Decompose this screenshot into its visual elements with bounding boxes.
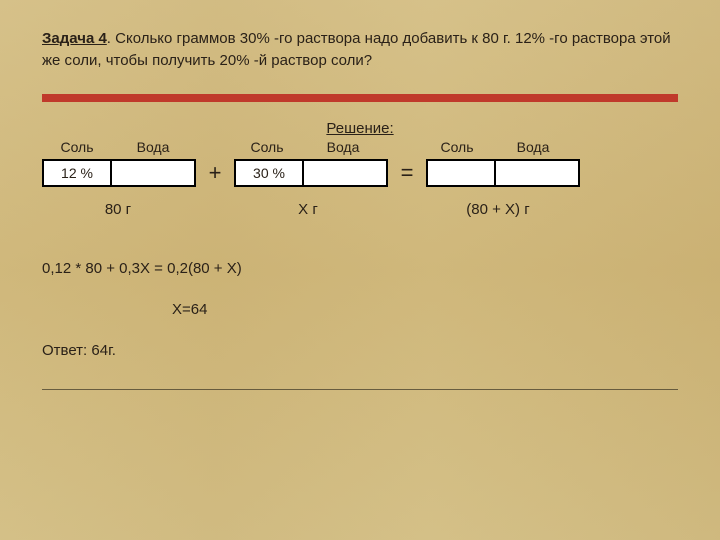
equals-operator: = (388, 160, 426, 186)
boxes-row: 12 % + 30 % = (42, 159, 678, 187)
bottom-rule (42, 389, 678, 390)
label-salt-2: Соль (232, 139, 302, 155)
label-salt-1: Соль (42, 139, 112, 155)
problem-number: Задача 4 (42, 30, 107, 47)
label-water-3: Вода (492, 139, 574, 155)
plus-operator: + (196, 160, 234, 186)
qty-3: (80 + Х) г (422, 201, 574, 218)
quantity-row: 80 г Х г (80 + Х) г (42, 201, 678, 218)
answer-line: Ответ: 64г. (42, 342, 678, 359)
equation-line: 0,12 * 80 + 0,3Х = 0,2(80 + Х) (42, 260, 678, 277)
problem-body: . Сколько граммов 30% -го раствора надо … (42, 30, 671, 69)
solution-title: Решение: (42, 120, 678, 137)
label-water-2: Вода (302, 139, 384, 155)
box3-empty (496, 161, 578, 185)
mixture-box-3 (426, 159, 580, 187)
box1-percent: 12 % (44, 161, 112, 185)
box1-empty (112, 161, 194, 185)
box2-percent: 30 % (236, 161, 304, 185)
slide: Задача 4. Сколько граммов 30% -го раство… (0, 0, 720, 410)
mixture-box-2: 30 % (234, 159, 388, 187)
qty-2: Х г (232, 201, 384, 218)
qty-1: 80 г (42, 201, 194, 218)
accent-bar (42, 94, 678, 102)
x-result: Х=64 (42, 301, 678, 318)
column-labels-row: Соль Вода Соль Вода Соль Вода (42, 139, 678, 155)
label-salt-3: Соль (422, 139, 492, 155)
box3-percent (428, 161, 496, 185)
mixture-box-1: 12 % (42, 159, 196, 187)
problem-text: Задача 4. Сколько граммов 30% -го раство… (42, 28, 678, 72)
box2-empty (304, 161, 386, 185)
label-water-1: Вода (112, 139, 194, 155)
